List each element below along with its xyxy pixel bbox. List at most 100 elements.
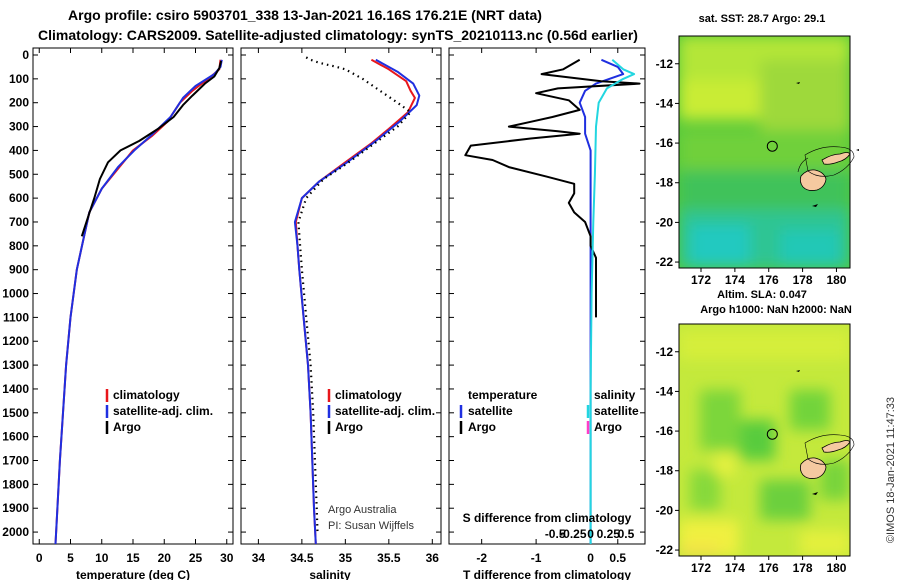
depth-tick-label: 800 [9, 239, 29, 253]
s-tick-label: 0.5 [618, 527, 635, 541]
s-tick-label: -0.5 [545, 527, 566, 541]
depth-tick-label: 2000 [2, 525, 29, 539]
map-sla-frame [678, 323, 851, 557]
sla-map-field [679, 324, 850, 556]
x-tick-label: 30 [220, 551, 234, 565]
series-line-satellite [293, 58, 421, 545]
depth-tick-label: 600 [9, 191, 29, 205]
depth-tick-label: 1100 [3, 310, 29, 324]
lat-tick-label: -22 [656, 543, 674, 557]
s-tick-label: 0.25 [597, 527, 621, 541]
depth-tick-label: 1300 [2, 358, 29, 372]
map-sst-title: sat. SST: 28.7 Argo: 29.1 [699, 13, 826, 25]
depth-tick-label: 200 [9, 96, 29, 110]
x-tick-label: 35 [339, 551, 353, 565]
lat-tick-label: -16 [656, 136, 674, 150]
x-tick-label: 36 [426, 551, 440, 565]
depth-tick-label: 1500 [2, 406, 29, 420]
lat-tick-label: -22 [656, 255, 674, 269]
legend-argo: Argo [113, 420, 141, 434]
x-tick-label: 25 [189, 551, 203, 565]
temperature-axis-label: temperature (deg C) [76, 568, 190, 580]
depth-tick-label: 1700 [2, 454, 29, 468]
legend-t-satellite: satellite [468, 404, 513, 418]
s-tick-label: 0 [587, 527, 594, 541]
depth-tick-label: 300 [9, 120, 29, 134]
difference-plot: -2 -1 0 0.5-0.5-0.25 0 0.250.5 [449, 48, 645, 565]
depth-tick-label: 1000 [2, 287, 29, 301]
depth-tick-label: 1800 [2, 477, 29, 491]
lon-tick-label: 178 [793, 561, 813, 575]
argo-float-marker [766, 428, 778, 440]
x-tick-label: 34 [252, 551, 266, 565]
x-tick-label: 20 [158, 551, 172, 565]
depth-tick-label: 400 [9, 143, 29, 157]
temperature-panel-frame [32, 47, 234, 545]
lon-tick-label: 178 [793, 273, 813, 287]
lat-tick-label: -20 [656, 503, 674, 517]
lon-tick-label: 172 [691, 561, 711, 575]
lon-tick-label: 176 [759, 561, 779, 575]
depth-tick-label: 900 [9, 263, 29, 277]
legend-climatology: climatology [335, 388, 402, 402]
series-line-argo [80, 60, 223, 237]
lon-tick-label: 174 [725, 561, 745, 575]
series-line-S-satellite [589, 59, 636, 544]
legend-temperature-heading: temperature [468, 388, 538, 402]
x-tick-label: 0.5 [609, 551, 626, 565]
map-sla-axes: -12 -14 -16 -18 -20 -22 172 174 176 178 180 [656, 345, 847, 575]
depth-tick-label: 1600 [2, 430, 29, 444]
legend-satellite: satellite-adj. clim. [335, 404, 435, 418]
lon-tick-label: 180 [826, 561, 846, 575]
temperature-legend: climatology satellite-adj. clim. Argo [105, 388, 213, 434]
imos-credit: ©IMOS 18-Jan-2021 11:47:33 [885, 397, 897, 543]
map-sla-islands [796, 370, 855, 495]
lat-tick-label: -12 [656, 57, 674, 71]
lat-tick-label: -14 [656, 384, 674, 398]
x-tick-label: -2 [476, 551, 487, 565]
map-sst-frame [678, 35, 851, 269]
argo-float-marker [766, 140, 778, 152]
lat-tick-label: -18 [656, 464, 674, 478]
lat-tick-label: -12 [656, 345, 674, 359]
figure-title-line2: Climatology: CARS2009. Satellite-adjuste… [38, 27, 638, 43]
map-sla-title: Altim. SLA: 0.047 [717, 289, 807, 301]
map-sla-subtitle: Argo h1000: NaN h2000: NaN [700, 304, 852, 316]
credit-argo-australia: Argo Australia [328, 504, 397, 516]
x-tick-label: 0 [587, 551, 594, 565]
legend-salinity-heading: salinity [594, 388, 636, 402]
series-line-T-argo [464, 58, 641, 318]
difference-panel-frame [448, 47, 646, 545]
depth-tick-label: 0 [22, 48, 29, 62]
s-tick-label: -0.25 [559, 527, 587, 541]
lat-tick-label: -20 [656, 215, 674, 229]
x-tick-label: 10 [95, 551, 109, 565]
x-tick-label: 34.5 [290, 551, 314, 565]
temperature-plot: 0 5 10 15 20 25 30 [33, 48, 234, 565]
difference-legend: temperature salinity satellite Argo sate… [459, 388, 639, 434]
lat-tick-label: -16 [656, 424, 674, 438]
salinity-panel-frame [240, 47, 442, 545]
legend-s-satellite: satellite [594, 404, 639, 418]
sst-map-field [679, 36, 850, 268]
salinity-plot: 34 34.5 35 35.5 36 [241, 48, 441, 565]
series-line-satellite [54, 59, 223, 545]
series-line-climatology [54, 59, 222, 545]
depth-tick-label: 700 [9, 215, 29, 229]
salinity-legend: climatology satellite-adj. clim. Argo [327, 388, 435, 434]
legend-satellite: satellite-adj. clim. [113, 404, 213, 418]
series-line-argo [297, 56, 412, 533]
lon-tick-label: 172 [691, 273, 711, 287]
figure-title-line1: Argo profile: csiro 5903701_338 13-Jan-2… [68, 7, 542, 23]
legend-argo: Argo [335, 420, 363, 434]
legend-s-argo: Argo [594, 420, 622, 434]
lat-tick-label: -14 [656, 96, 674, 110]
salinity-axis-label: salinity [309, 568, 351, 580]
series-line-T-satellite [578, 58, 625, 544]
x-tick-label: 0 [36, 551, 43, 565]
legend-climatology: climatology [113, 388, 180, 402]
lon-tick-label: 176 [759, 273, 779, 287]
x-tick-label: 35.5 [377, 551, 401, 565]
depth-tick-label: 1400 [2, 382, 29, 396]
